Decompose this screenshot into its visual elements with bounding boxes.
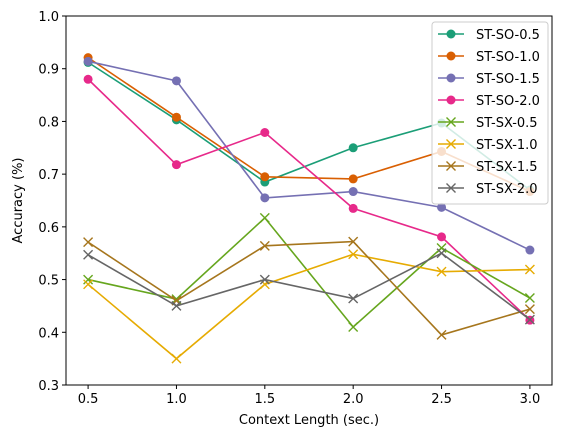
legend-marker (446, 161, 456, 171)
data-point (260, 193, 270, 203)
legend-label: ST-SO-0.5 (476, 28, 540, 43)
data-point (437, 232, 447, 242)
data-point (171, 160, 181, 170)
data-point (524, 304, 535, 315)
data-point (260, 127, 270, 137)
series-ST-SX-1.0 (83, 249, 535, 364)
data-point (348, 236, 359, 247)
legend-marker (446, 139, 456, 149)
data-point (436, 242, 447, 253)
legend-label: ST-SO-1.5 (476, 72, 540, 87)
y-tick-label: 0.3 (38, 379, 59, 394)
y-tick-label: 0.5 (38, 274, 59, 289)
data-point (171, 353, 182, 364)
legend-marker (446, 29, 456, 39)
data-point (348, 174, 358, 184)
legend-item: ST-SX-1.0 (438, 138, 538, 153)
data-point (171, 112, 181, 122)
legend-label: ST-SX-1.5 (476, 160, 538, 175)
data-point (348, 143, 358, 153)
legend-item: ST-SX-1.5 (438, 160, 538, 175)
series-line (87, 252, 531, 321)
legend-label: ST-SX-0.5 (476, 116, 538, 131)
data-point (83, 237, 94, 248)
y-tick-label: 0.4 (38, 326, 59, 341)
x-tick-label: 1.0 (166, 392, 187, 407)
data-point (259, 279, 270, 290)
legend-item: ST-SX-2.0 (438, 182, 538, 197)
series-line (87, 253, 530, 360)
y-tick-label: 0.6 (38, 221, 59, 236)
x-tick-label: 3.0 (520, 392, 541, 407)
series-ST-SX-1.5 (83, 236, 535, 340)
data-point (436, 266, 447, 277)
legend-item: ST-SO-1.0 (438, 50, 540, 65)
data-point (83, 274, 94, 285)
series-ST-SX-2.0 (83, 248, 535, 325)
data-point (259, 274, 270, 285)
legend-box (431, 21, 549, 205)
legend-item: ST-SO-2.0 (438, 94, 540, 109)
data-point (436, 248, 447, 259)
data-point (83, 279, 94, 290)
y-tick-label: 1.0 (38, 10, 59, 25)
data-point (348, 322, 359, 333)
data-point (171, 300, 182, 311)
x-tick-label: 2.0 (343, 392, 364, 407)
y-axis: 0.3 0.4 0.5 0.6 0.7 0.8 0.9 1.0 (38, 10, 66, 394)
x-axis: 0.5 1.0 1.5 2.0 2.5 3.0 (78, 385, 541, 407)
legend-item: ST-SX-0.5 (438, 116, 538, 131)
legend-marker (446, 95, 456, 105)
data-point (524, 314, 535, 325)
data-point (83, 74, 93, 84)
legend-label: ST-SX-2.0 (476, 182, 538, 197)
series-ST-SO-1.5 (83, 56, 535, 255)
legend-label: ST-SO-1.0 (476, 50, 540, 65)
legend-label: ST-SO-2.0 (476, 94, 540, 109)
y-tick-label: 0.7 (38, 168, 59, 183)
data-point (348, 203, 358, 213)
y-tick-label: 0.9 (38, 63, 59, 78)
data-point (348, 187, 358, 197)
data-point (436, 329, 447, 340)
x-tick-label: 2.5 (431, 392, 452, 407)
data-point (524, 264, 535, 275)
series-ST-SX-0.5 (83, 212, 535, 333)
series-line (87, 216, 531, 329)
data-point (259, 212, 270, 223)
legend-item: ST-SO-0.5 (438, 28, 540, 43)
y-tick-label: 0.8 (38, 115, 59, 130)
series-lines (83, 53, 535, 364)
series-line (87, 60, 531, 251)
series-ST-SO-2.0 (83, 74, 535, 325)
data-point (83, 56, 93, 66)
data-point (348, 249, 359, 260)
legend-marker (446, 73, 456, 83)
legend-label: ST-SX-1.0 (476, 138, 538, 153)
data-point (524, 293, 535, 304)
legend-marker (446, 51, 456, 61)
x-tick-label: 0.5 (78, 392, 99, 407)
data-point (171, 76, 181, 86)
x-axis-label: Context Length (sec.) (239, 413, 379, 428)
legend-item: ST-SO-1.5 (438, 72, 540, 87)
legend: ST-SO-0.5 ST-SO-1.0 ST-SO-1.5 ST-SO-2.0 ST-S… (431, 21, 549, 205)
series-line (87, 240, 531, 336)
y-axis-label: Accuracy (%) (11, 158, 26, 244)
data-point (260, 172, 270, 182)
legend-marker (446, 183, 456, 193)
x-tick-label: 1.5 (254, 392, 275, 407)
data-point (259, 240, 270, 251)
data-point (437, 202, 447, 212)
data-point (525, 245, 535, 255)
plot-frame (65, 15, 553, 386)
data-point (83, 249, 94, 260)
legend-marker (446, 117, 456, 127)
series-line (87, 78, 531, 321)
data-point (348, 293, 359, 304)
